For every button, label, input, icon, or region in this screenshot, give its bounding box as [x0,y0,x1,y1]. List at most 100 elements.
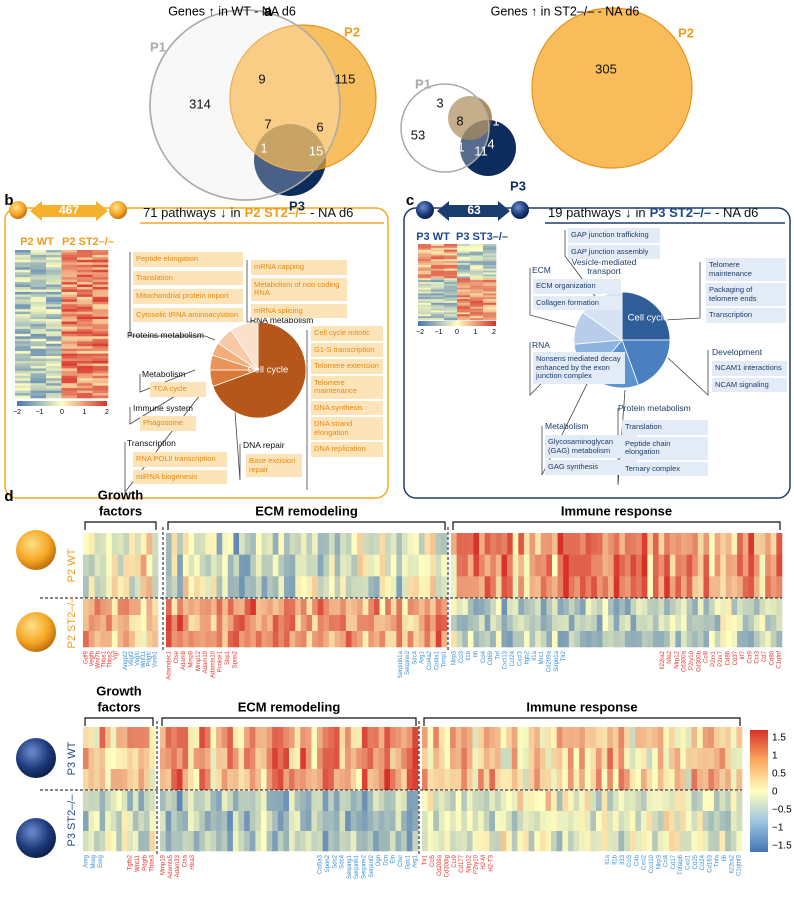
heatmap-cell [431,301,445,304]
heatmap-cell [345,599,352,616]
heatmap-cell [624,727,631,749]
heatmap-cell [88,831,95,852]
heatmap-cell [613,615,620,632]
heatmap-cell [272,748,279,770]
heatmap-cell [517,727,524,749]
heatmap-cell [61,324,78,327]
heatmap-cell [601,727,608,749]
heatmap-cell [182,554,189,577]
heatmap-cell [379,533,386,555]
gene-label: Ccl4 [481,650,487,663]
heatmap-cell [77,375,93,379]
heatmap-cell [88,631,95,648]
heatmap-cell [46,321,62,325]
heatmap-cell [140,576,147,599]
heatmap-cell [77,321,93,325]
heatmap-cell [177,599,184,616]
heatmap-cell [138,727,145,749]
heatmap-cell [686,615,693,632]
heatmap-cell [702,791,709,812]
heatmap-cell [457,268,471,271]
heatmap-cell [444,247,458,250]
heatmap-cell [512,576,519,599]
section-title: Immune response [526,699,637,714]
heatmap-cell [444,278,458,281]
heatmap-cell [470,263,484,266]
heatmap-cell [244,811,251,832]
heatmap-cell [438,727,445,749]
heatmap-cell [244,631,251,648]
pathway: Base excision repair [246,454,302,477]
heatmap-cell [629,727,636,749]
heatmap-cell [461,748,468,770]
heatmap-cell [328,748,335,770]
heatmap-cell [418,301,432,304]
heatmap-cell [362,554,369,577]
heatmap-cell [272,576,279,599]
heatmap-cell [46,380,62,384]
heatmap-cell [30,358,47,362]
heatmap-cell [30,309,47,312]
heatmap-cell [657,748,664,770]
heatmap-cell [635,727,642,749]
region-count: 53 [411,127,425,142]
heatmap-cell [160,748,166,770]
heatmap-cell [378,811,385,832]
heatmap-cell [194,533,201,555]
heatmap-cell [357,599,363,616]
heatmap-cell [92,319,109,322]
heatmap-cell [284,576,290,599]
gene-label: Thbs3 [150,854,156,871]
heatmap-cell [249,791,256,812]
heatmap-cell [294,831,301,852]
heatmap-cell [418,272,432,275]
panel-title: 19 pathways ↓ in P3 ST2–/– - NA d6 [548,205,758,220]
heatmap-cell [350,769,357,791]
heatmap-cell [719,748,726,770]
pie-slice [621,291,671,341]
heatmap-cell [483,310,497,313]
heatmap-cell [401,727,408,749]
heatmap-cell [681,631,687,648]
heatmap-cell [140,599,147,616]
heatmap-cell [730,831,737,852]
heatmap-cell [418,631,425,648]
heatmap-cell [431,291,445,294]
gene-label: Sbp1 [225,650,231,665]
heatmap-cell [250,631,257,648]
heatmap-cell [210,599,217,616]
title-part: in [231,205,241,220]
heatmap-cell [640,791,647,812]
heatmap-cell [46,277,62,280]
heatmap-cell [629,811,636,832]
heatmap-cell [92,294,109,298]
heatmap-cell [300,748,307,770]
heatmap-cell [15,353,31,357]
heatmap-cell [373,791,380,812]
heatmap-cell [457,247,471,250]
heatmap-cell [305,769,312,791]
colorbar-label: −1.5 [772,841,792,852]
heatmap-cell [470,270,484,273]
gene-label: Il1a [532,650,538,660]
heatmap-cell [579,791,586,812]
heatmap-cell [277,831,284,852]
heatmap-cell [624,554,631,577]
heatmap-cell [15,304,31,308]
heatmap-cell [188,811,194,832]
heatmap-cell [311,791,318,812]
gene-label: Serpinf2 [369,854,375,877]
heatmap-cell [596,576,603,599]
heatmap-cell [92,326,109,330]
heatmap-cell [680,791,687,812]
heatmap-cell [92,356,109,359]
heatmap-cell [418,304,432,307]
gene-label: Spon2 [325,854,331,872]
heatmap-cell [658,554,665,577]
heatmap-cell [444,266,458,269]
region-count: 11 [474,143,488,158]
heatmap-cell [46,259,62,263]
heatmap-cell [534,727,541,749]
heatmap-cell [46,269,62,273]
gene-label: Adamts10 [210,650,216,678]
